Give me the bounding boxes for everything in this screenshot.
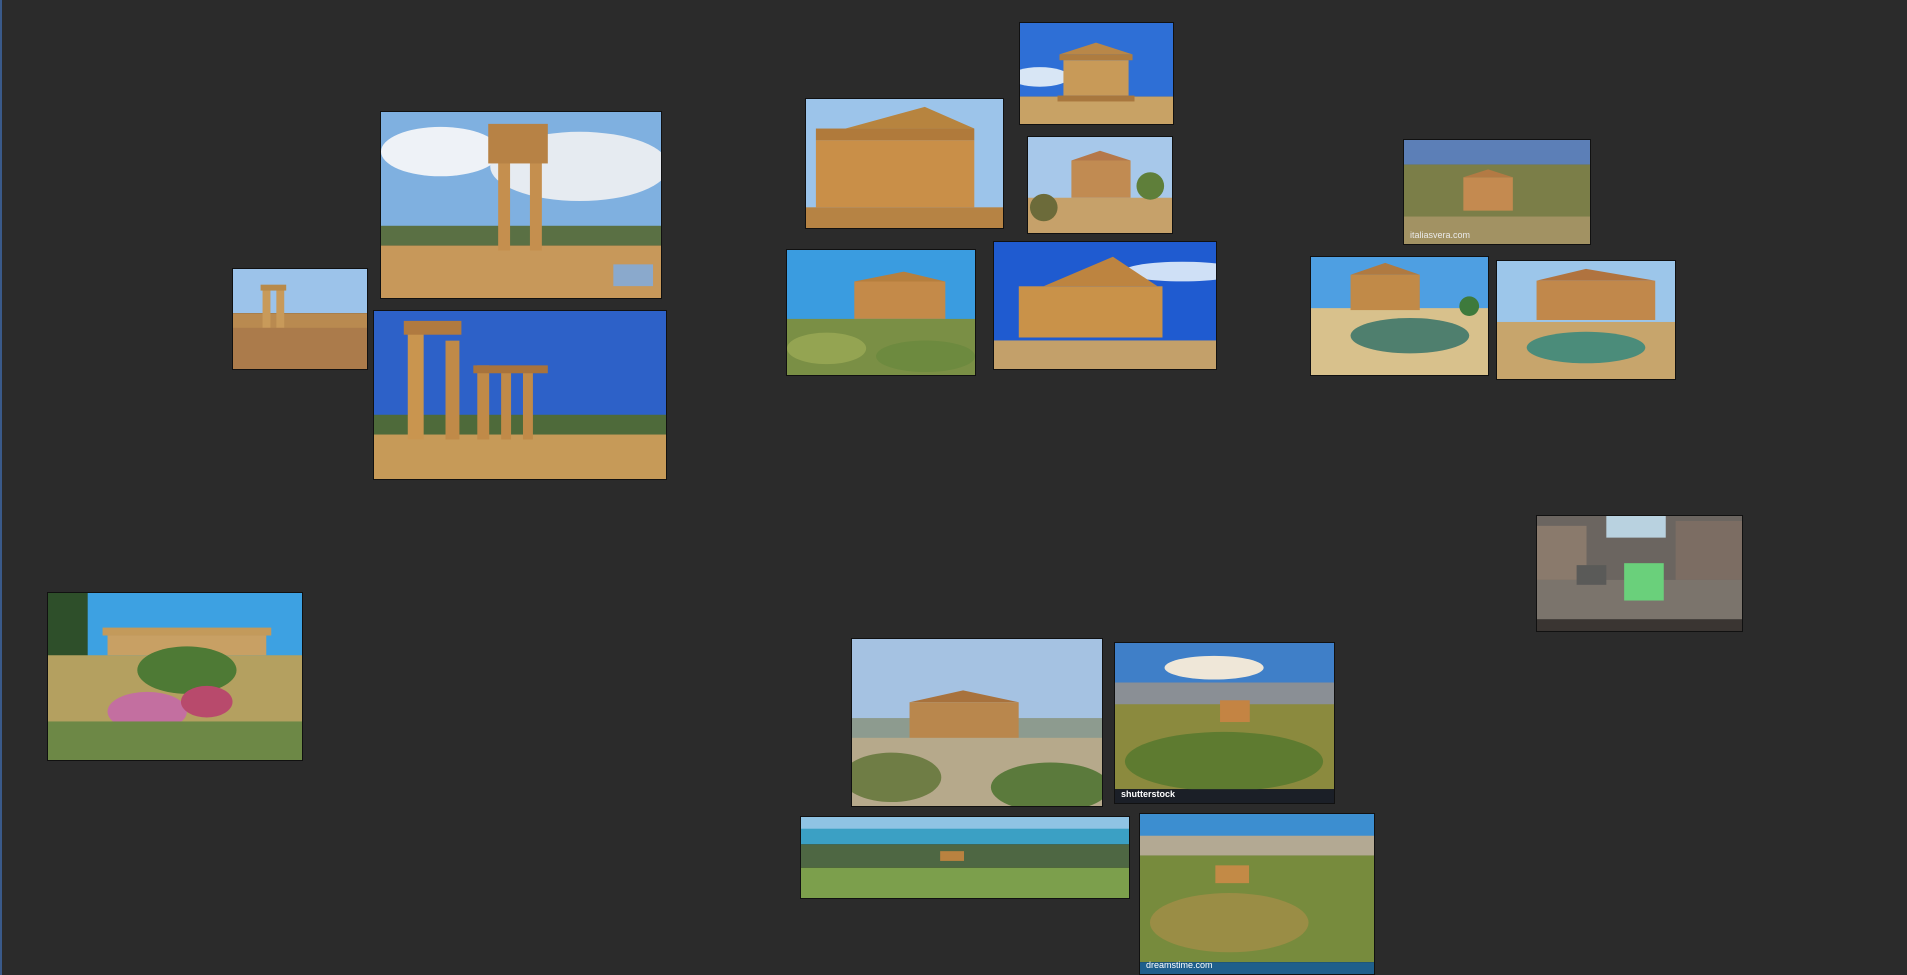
- greek-temple-photo: [787, 250, 975, 375]
- image-thumbnail[interactable]: [1019, 22, 1174, 125]
- greek-temple-photo: [852, 639, 1102, 806]
- greek-temple-photo: [994, 242, 1216, 369]
- game-scene-photo: [1537, 516, 1742, 631]
- image-thumbnail[interactable]: [232, 268, 368, 370]
- image-thumbnail[interactable]: [380, 111, 662, 299]
- image-thumbnail[interactable]: [1027, 136, 1173, 234]
- image-thumbnail[interactable]: [786, 249, 976, 376]
- image-thumbnail[interactable]: [1496, 260, 1676, 380]
- image-thumbnail[interactable]: [805, 98, 1004, 229]
- fallen-statue-photo: [1311, 257, 1488, 375]
- image-thumbnail[interactable]: [373, 310, 667, 480]
- temple-ruins-photo: [233, 269, 367, 369]
- image-thumbnail[interactable]: italiasvera.com: [1403, 139, 1591, 245]
- fallen-statue-photo: [1497, 261, 1675, 379]
- image-thumbnail[interactable]: [1310, 256, 1489, 376]
- image-thumbnail[interactable]: dreamstime.com: [1139, 813, 1375, 975]
- greek-temple-photo: [806, 99, 1003, 228]
- image-thumbnail[interactable]: [993, 241, 1217, 370]
- image-thumbnail[interactable]: [47, 592, 303, 761]
- image-thumbnail[interactable]: [851, 638, 1103, 807]
- greek-temple-photo: [1028, 137, 1172, 233]
- watermark-text: shutterstock: [1121, 789, 1176, 799]
- greek-temple-photo: [1020, 23, 1173, 124]
- hillside-temple-photo: [1115, 643, 1334, 803]
- hillside-temple-photo: [1140, 814, 1374, 974]
- window-edge: [0, 0, 2, 975]
- watermark-text: italiasvera.com: [1410, 230, 1471, 240]
- watermark-text: dreamstime.com: [1146, 960, 1213, 970]
- image-thumbnail[interactable]: shutterstock: [1114, 642, 1335, 804]
- temple-columns-photo: [381, 112, 661, 298]
- image-thumbnail[interactable]: [1536, 515, 1743, 632]
- panorama-photo: [801, 817, 1129, 898]
- landscape-temple-photo: [1404, 140, 1590, 244]
- temple-columns-photo: [48, 593, 302, 760]
- temple-columns-photo: [374, 311, 666, 479]
- image-thumbnail[interactable]: [800, 816, 1130, 899]
